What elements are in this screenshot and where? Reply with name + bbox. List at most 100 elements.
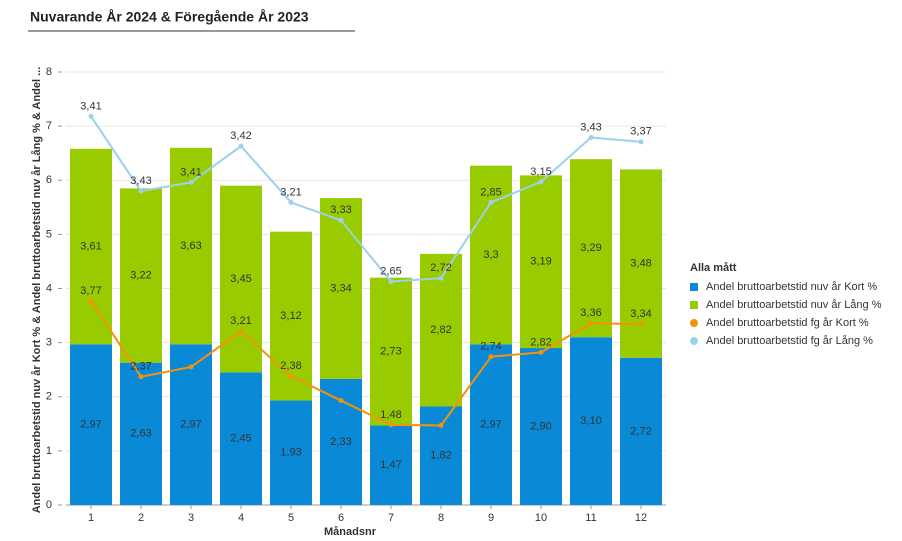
bar-segment (70, 344, 112, 505)
bar-segment (170, 344, 212, 505)
bar-segment (520, 175, 562, 349)
data-label: 3,12 (280, 310, 301, 322)
line-point (388, 422, 394, 428)
legend-title: Alla mått (690, 262, 737, 274)
x-tick-label: 2 (138, 512, 144, 524)
line-point (138, 188, 144, 194)
data-label: 3,37 (630, 126, 651, 138)
line-point (288, 373, 294, 379)
line-point (238, 143, 244, 149)
data-label: 1,93 (280, 447, 301, 459)
chart-title: Nuvarande År 2024 & Föregående År 2023 (30, 9, 309, 25)
y-tick-label: 1 (46, 445, 52, 457)
legend-label: Andel bruttoarbetstid nuv år Kort % (706, 281, 877, 293)
data-label: 2,65 (380, 265, 401, 277)
line-point (638, 321, 644, 327)
x-tick-label: 7 (388, 512, 394, 524)
data-label: 3,77 (80, 285, 101, 297)
legend-label: Andel bruttoarbetstid fg år Lång % (706, 335, 873, 347)
bar-segment (570, 159, 612, 338)
x-tick-label: 8 (438, 512, 444, 524)
line (90, 300, 642, 427)
line-point (438, 275, 444, 281)
line-point (438, 422, 444, 428)
data-label: 3,41 (180, 166, 201, 178)
data-label: 2,45 (230, 433, 251, 445)
data-label: 2,90 (530, 420, 551, 432)
line-point (188, 364, 194, 370)
line-point (238, 328, 244, 334)
data-label: 3,43 (580, 121, 601, 133)
data-label: 3,34 (330, 282, 351, 294)
y-tick-label: 7 (46, 120, 52, 132)
data-label: 3,19 (530, 256, 551, 268)
data-label: 1,82 (430, 450, 451, 462)
data-label: 3,22 (130, 269, 151, 281)
x-tick-label: 4 (238, 512, 244, 524)
line-point (538, 179, 544, 185)
bar-segment (320, 198, 362, 379)
data-label: 2,37 (130, 361, 151, 373)
bar-segment (620, 357, 662, 505)
x-tick-label: 12 (635, 512, 647, 524)
x-tick-label: 5 (288, 512, 294, 524)
line-point (488, 354, 494, 360)
line-point (388, 278, 394, 284)
line-point (338, 217, 344, 223)
legend-label: Andel bruttoarbetstid nuv år Lång % (706, 299, 882, 311)
data-label: 2,82 (430, 324, 451, 336)
line-point (588, 134, 594, 140)
y-tick-label: 6 (46, 174, 52, 186)
line-point (88, 113, 94, 119)
data-label: 3,33 (330, 204, 351, 216)
bar-segment (270, 231, 312, 401)
bar-segment (370, 277, 412, 426)
data-label: 3,45 (230, 273, 251, 285)
data-label: 2,73 (380, 345, 401, 357)
bar-segment (70, 148, 112, 345)
bar-segment (270, 400, 312, 505)
data-label: 3,3 (483, 249, 498, 261)
line-point (488, 199, 494, 205)
y-tick-label: 2 (46, 391, 52, 403)
y-tick-label: 0 (46, 499, 52, 511)
bar-segment (520, 348, 562, 505)
data-label: 3,63 (180, 240, 201, 252)
line-point (338, 398, 344, 404)
line-point (138, 374, 144, 380)
bar-segment (120, 188, 162, 363)
y-tick-label: 4 (46, 282, 52, 294)
data-label: 3,43 (130, 175, 151, 187)
x-tick-label: 1 (88, 512, 94, 524)
data-label: 3,48 (630, 258, 651, 270)
data-label: 2,82 (530, 336, 551, 348)
data-label: 3,36 (580, 307, 601, 319)
data-label: 3,21 (280, 186, 301, 198)
data-label: 3,15 (530, 166, 551, 178)
legend-swatch (690, 283, 698, 291)
data-label: 3,34 (630, 308, 651, 320)
data-label: 3,21 (230, 315, 251, 327)
bar-segment (420, 406, 462, 505)
y-tick-label: 8 (46, 66, 52, 78)
data-label: 2,85 (480, 186, 501, 198)
legend-swatch (690, 319, 698, 327)
y-tick-label: 5 (46, 228, 52, 240)
data-label: 2,63 (130, 428, 151, 440)
legend-label: Andel bruttoarbetstid fg år Kort % (706, 317, 869, 329)
bar-segment (370, 425, 412, 505)
legend-swatch (690, 337, 698, 345)
line-point (188, 179, 194, 185)
data-label: 3,61 (80, 240, 101, 252)
data-label: 2,72 (630, 425, 651, 437)
bar-segment (470, 344, 512, 505)
bar-segment (470, 165, 512, 345)
data-label: 3,10 (580, 415, 601, 427)
data-label: 2,97 (80, 419, 101, 431)
line-point (588, 320, 594, 326)
data-label: 3,41 (80, 100, 101, 112)
data-label: 2,33 (330, 436, 351, 448)
data-label: 2,72 (430, 262, 451, 274)
data-label: 3,42 (230, 130, 251, 142)
